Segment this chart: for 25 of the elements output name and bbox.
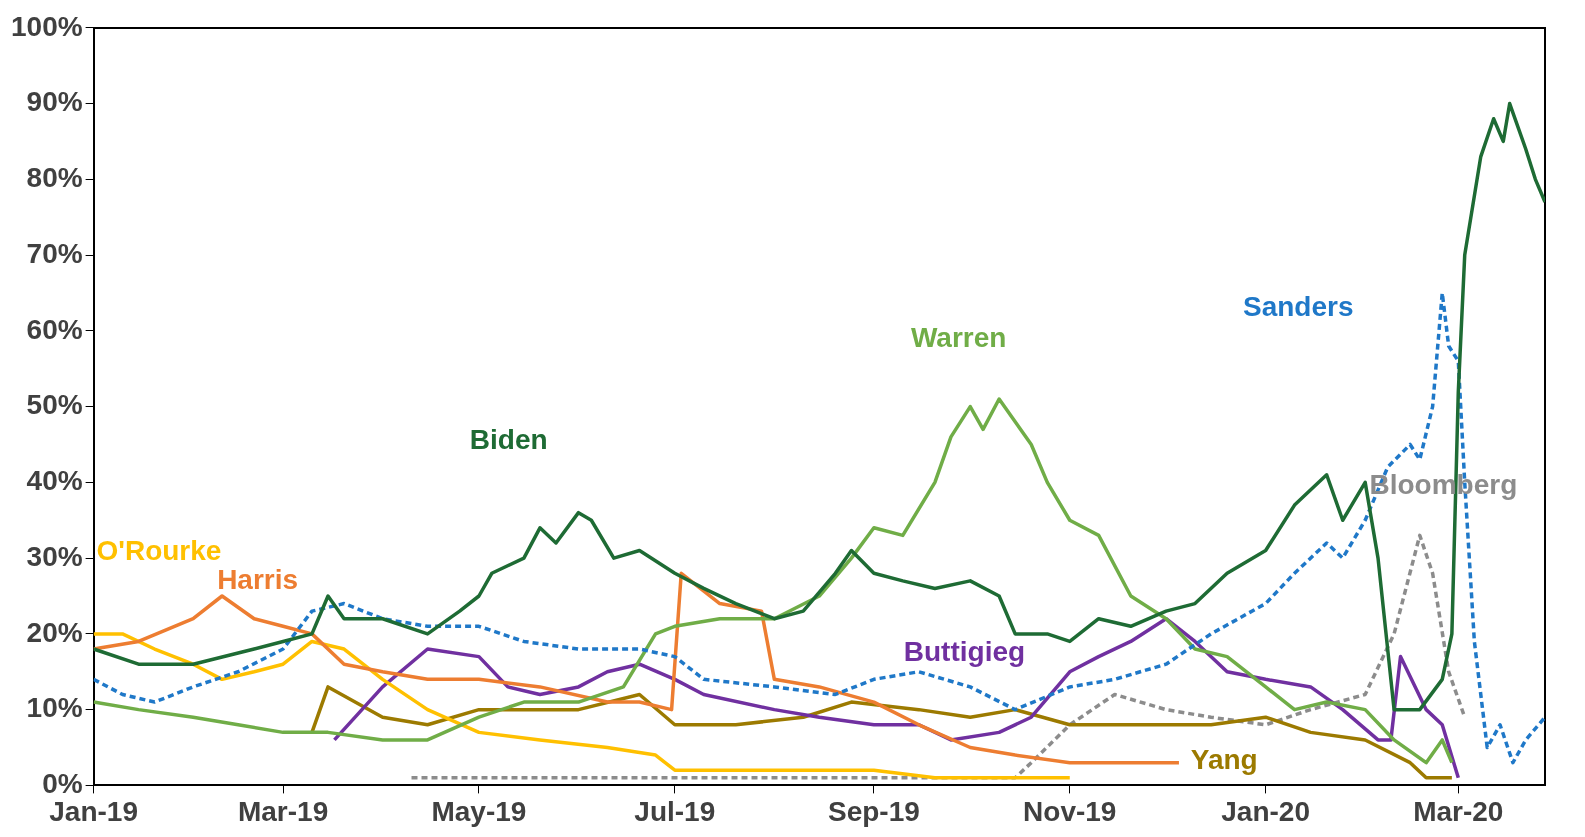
x-tick-label: Jul-19 [634, 795, 716, 827]
x-tick-label: Mar-20 [1413, 795, 1504, 827]
series-label: Yang [1190, 743, 1258, 775]
y-tick-label: 100% [10, 10, 83, 42]
x-tick-label: Nov-19 [1023, 795, 1117, 827]
y-tick-label: 50% [26, 389, 83, 421]
y-tick-label: 30% [26, 540, 83, 572]
line-series [409, 533, 1467, 780]
y-tick-label: 40% [26, 465, 83, 497]
series-label: Warren [910, 321, 1007, 353]
text: Sanders [1243, 290, 1354, 322]
x-tick-label: Sep-19 [827, 795, 920, 827]
y-tick-label: 80% [26, 162, 83, 194]
text: O'Rourke [96, 534, 222, 566]
y-tick-label: 20% [26, 616, 83, 648]
y-tick-label: 60% [26, 313, 83, 345]
series-label: Buttigieg [903, 636, 1026, 668]
y-tick-label: 90% [26, 86, 83, 118]
x-tick-label: Mar-19 [237, 795, 329, 827]
text: Biden [469, 424, 548, 456]
y-tick-label: 70% [26, 237, 83, 269]
x-tick-label: Jan-20 [1221, 795, 1310, 827]
x-tick-label: May-19 [431, 795, 527, 827]
y-tick-label: 10% [26, 692, 83, 724]
series-label: Harris [217, 564, 299, 596]
